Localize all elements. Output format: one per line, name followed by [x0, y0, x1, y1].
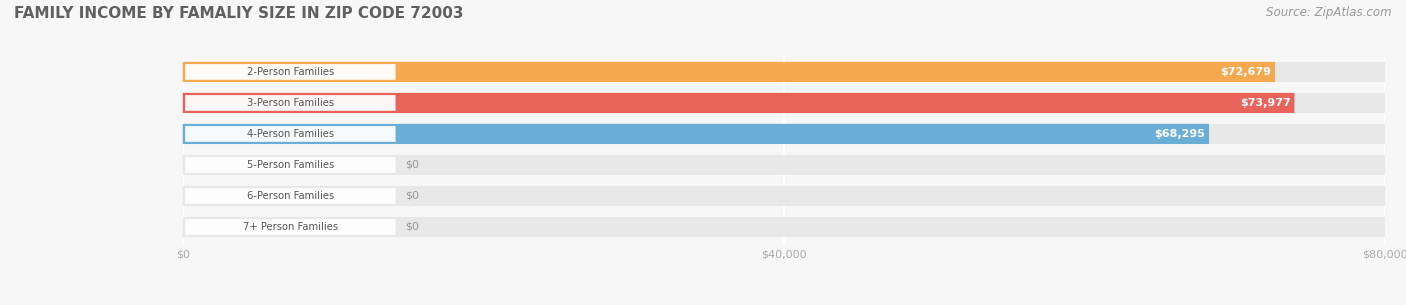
FancyBboxPatch shape — [186, 126, 395, 142]
FancyBboxPatch shape — [186, 188, 395, 204]
Text: $0: $0 — [405, 222, 419, 232]
Text: $68,295: $68,295 — [1154, 129, 1205, 139]
FancyBboxPatch shape — [186, 64, 395, 80]
FancyBboxPatch shape — [186, 157, 395, 173]
FancyBboxPatch shape — [183, 62, 1385, 82]
Text: $72,679: $72,679 — [1220, 67, 1271, 77]
Text: 5-Person Families: 5-Person Families — [246, 160, 335, 170]
FancyBboxPatch shape — [183, 93, 1295, 113]
Text: $0: $0 — [405, 160, 419, 170]
Text: 6-Person Families: 6-Person Families — [246, 191, 335, 201]
Text: 3-Person Families: 3-Person Families — [247, 98, 335, 108]
FancyBboxPatch shape — [183, 124, 1385, 144]
FancyBboxPatch shape — [186, 219, 395, 235]
Text: Source: ZipAtlas.com: Source: ZipAtlas.com — [1267, 6, 1392, 19]
Text: 4-Person Families: 4-Person Families — [247, 129, 335, 139]
Text: 2-Person Families: 2-Person Families — [246, 67, 335, 77]
FancyBboxPatch shape — [186, 95, 395, 111]
Text: $0: $0 — [405, 191, 419, 201]
FancyBboxPatch shape — [183, 93, 1385, 113]
Text: FAMILY INCOME BY FAMALIY SIZE IN ZIP CODE 72003: FAMILY INCOME BY FAMALIY SIZE IN ZIP COD… — [14, 6, 464, 21]
Text: $73,977: $73,977 — [1240, 98, 1291, 108]
Text: 7+ Person Families: 7+ Person Families — [243, 222, 337, 232]
FancyBboxPatch shape — [183, 62, 1275, 82]
FancyBboxPatch shape — [183, 124, 1209, 144]
FancyBboxPatch shape — [183, 155, 1385, 175]
FancyBboxPatch shape — [183, 217, 1385, 237]
FancyBboxPatch shape — [183, 186, 1385, 206]
